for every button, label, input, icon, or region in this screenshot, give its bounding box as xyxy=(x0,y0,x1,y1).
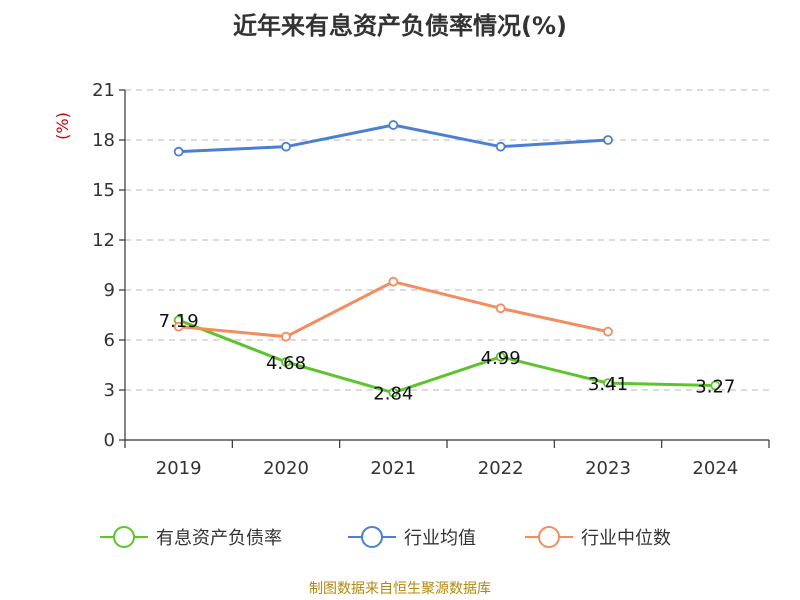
x-tick-label: 2019 xyxy=(156,458,202,479)
data-point xyxy=(281,357,291,367)
legend-marker xyxy=(361,526,383,548)
data-point xyxy=(603,326,613,337)
data-point xyxy=(388,276,399,287)
legend-marker xyxy=(538,526,560,548)
legend-label: 行业中位数 xyxy=(581,528,671,549)
y-tick-label: 6 xyxy=(104,330,115,351)
data-point xyxy=(388,387,399,398)
data-point xyxy=(281,141,291,152)
y-tick-label: 21 xyxy=(92,80,115,101)
y-tick-label: 9 xyxy=(104,280,115,301)
data-point xyxy=(281,331,291,342)
data-point xyxy=(710,380,721,391)
y-tick-label: 3 xyxy=(104,380,115,401)
chart-title: 近年来有息资产负债率情况(%) xyxy=(233,12,567,40)
y-tick-label: 18 xyxy=(92,130,115,151)
series-line xyxy=(178,318,716,395)
data-point xyxy=(173,146,184,157)
data-label: 4.68 xyxy=(266,353,306,374)
legend-label: 行业均值 xyxy=(404,528,476,549)
grid-lines xyxy=(125,89,769,391)
data-label: 3.41 xyxy=(588,374,628,395)
data-point xyxy=(495,303,506,314)
data-point xyxy=(603,378,613,389)
series-lines xyxy=(173,120,721,398)
data-labels: 7.19 4.68 2.84 4.99 3.41 3.27 xyxy=(159,311,736,405)
y-tick-label: 12 xyxy=(92,230,115,251)
legend-marker xyxy=(113,526,135,548)
data-point xyxy=(495,351,506,362)
x-tick-label: 2023 xyxy=(585,458,631,479)
y-tick-label: 15 xyxy=(92,180,115,201)
data-label: 3.27 xyxy=(695,377,735,398)
data-point xyxy=(388,120,399,130)
data-label: 4.99 xyxy=(481,348,521,369)
x-tick-label: 2022 xyxy=(478,458,524,479)
data-label: 7.19 xyxy=(159,311,199,332)
data-point xyxy=(495,141,506,152)
y-tick-label: 0 xyxy=(104,430,115,451)
source-note: 制图数据来自恒生聚源数据库 xyxy=(309,581,491,597)
legend-label: 有息资产负债率 xyxy=(156,528,282,549)
data-label: 2.84 xyxy=(373,384,413,405)
x-tick-label: 2021 xyxy=(370,458,416,479)
data-point xyxy=(173,321,184,332)
legend: 有息资产负债率 行业均值 行业中位数 xyxy=(100,526,671,549)
axes: 0 3 6 9 12 15 18 21 2019 2020 2021 2022 2023 2024 xyxy=(92,80,770,479)
data-point xyxy=(603,135,613,145)
x-tick-label: 2024 xyxy=(692,458,738,479)
y-axis-label: (%) xyxy=(53,112,72,140)
x-tick-label: 2020 xyxy=(263,458,309,479)
